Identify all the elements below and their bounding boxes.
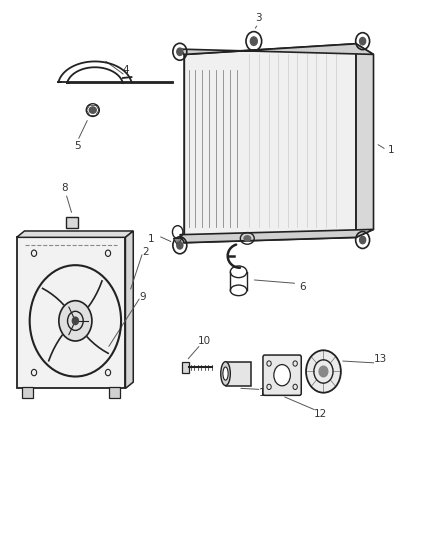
Polygon shape bbox=[173, 238, 182, 245]
Text: 5: 5 bbox=[74, 141, 81, 151]
Text: 1: 1 bbox=[388, 145, 394, 155]
Ellipse shape bbox=[89, 107, 96, 114]
Polygon shape bbox=[17, 231, 133, 237]
Circle shape bbox=[177, 241, 183, 249]
Bar bbox=[226, 362, 251, 385]
Polygon shape bbox=[180, 229, 374, 243]
Ellipse shape bbox=[244, 236, 251, 241]
Circle shape bbox=[319, 366, 328, 377]
Polygon shape bbox=[180, 44, 374, 54]
Polygon shape bbox=[17, 237, 125, 389]
Circle shape bbox=[360, 236, 366, 244]
Text: 13: 13 bbox=[374, 354, 388, 364]
Circle shape bbox=[306, 350, 341, 393]
FancyBboxPatch shape bbox=[263, 355, 301, 395]
Text: 9: 9 bbox=[140, 292, 146, 302]
Bar bbox=[66, 216, 78, 228]
Text: 11: 11 bbox=[259, 387, 272, 398]
Polygon shape bbox=[184, 44, 356, 243]
Text: 12: 12 bbox=[313, 409, 327, 419]
Bar bbox=[22, 387, 33, 398]
Circle shape bbox=[72, 317, 78, 325]
Circle shape bbox=[59, 301, 92, 341]
Text: 2: 2 bbox=[143, 247, 149, 257]
Bar bbox=[182, 362, 189, 373]
Text: 3: 3 bbox=[255, 13, 261, 23]
Circle shape bbox=[360, 37, 366, 45]
Polygon shape bbox=[125, 231, 133, 389]
Text: 4: 4 bbox=[122, 66, 129, 75]
Text: 1: 1 bbox=[148, 234, 155, 244]
Circle shape bbox=[30, 265, 121, 376]
Circle shape bbox=[251, 37, 257, 45]
Polygon shape bbox=[356, 44, 374, 237]
Ellipse shape bbox=[223, 367, 228, 380]
Text: 5: 5 bbox=[269, 232, 276, 242]
Bar bbox=[110, 387, 120, 398]
Text: 6: 6 bbox=[300, 281, 306, 292]
Circle shape bbox=[177, 48, 183, 55]
Ellipse shape bbox=[274, 365, 290, 386]
Ellipse shape bbox=[221, 362, 230, 385]
Text: 8: 8 bbox=[61, 183, 68, 193]
Text: 10: 10 bbox=[198, 336, 211, 346]
